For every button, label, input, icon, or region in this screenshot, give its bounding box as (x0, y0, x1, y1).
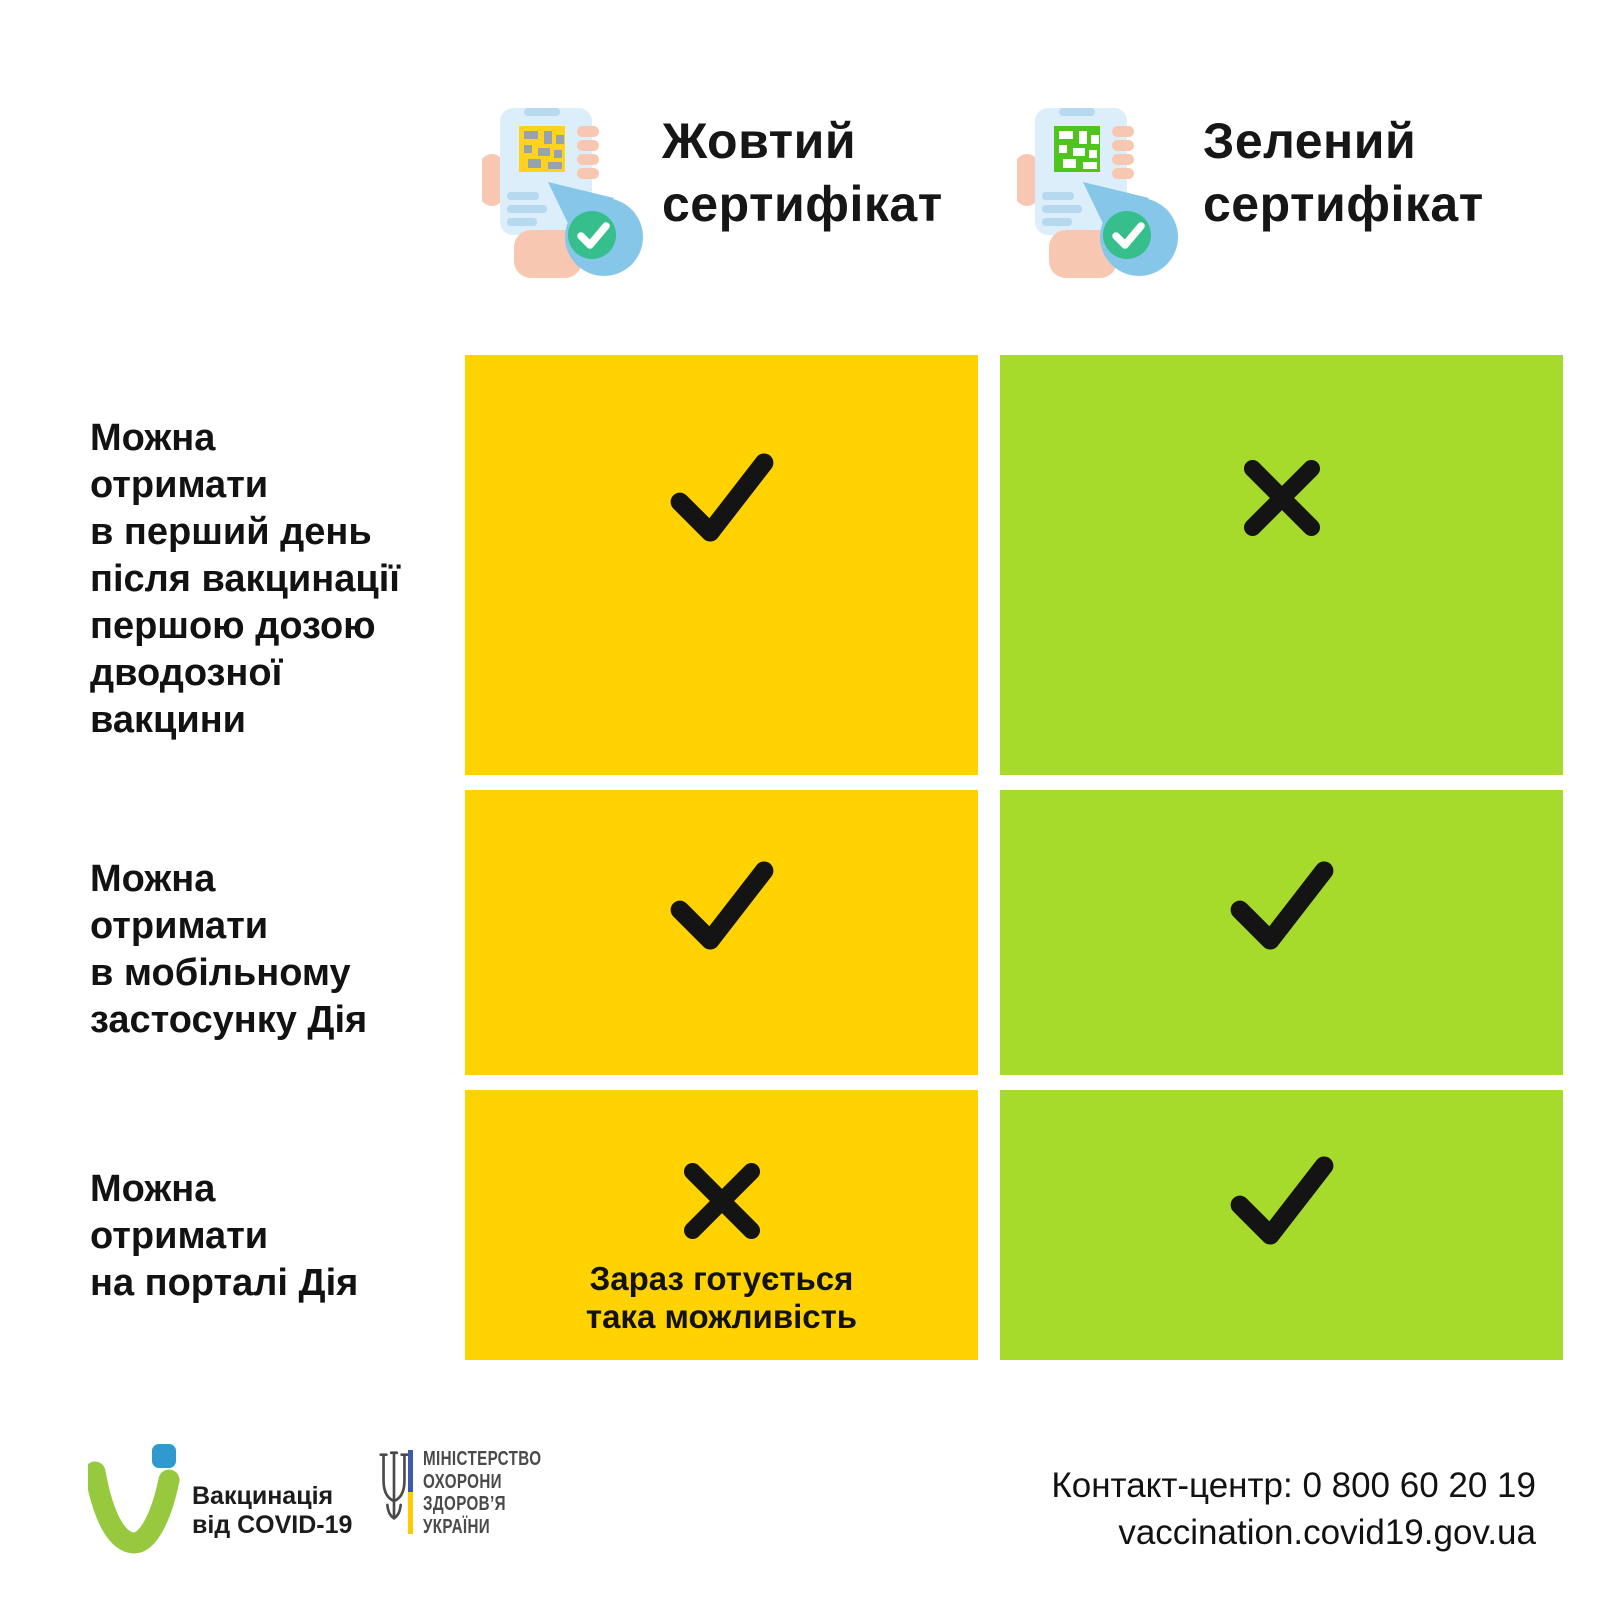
cross-icon (1243, 459, 1320, 536)
result-mark (668, 858, 776, 953)
green-cell (1000, 355, 1563, 775)
yellow-certificate-icon (482, 88, 662, 278)
cross-icon (683, 1162, 760, 1239)
flag-bar-blue (408, 1450, 413, 1492)
contact-block: Контакт-центр: 0 800 60 20 19 vaccinatio… (1051, 1462, 1536, 1556)
ministry-name: МІНІСТЕРСТВО ОХОРОНИ ЗДОРОВ’Я УКРАЇНИ (423, 1447, 542, 1538)
yellow-cell: Зараз готується така можливість (465, 1090, 978, 1360)
website-url: vaccination.covid19.gov.ua (1118, 1513, 1536, 1552)
green-cell (1000, 790, 1563, 1075)
vaccination-logo-icon (88, 1444, 180, 1554)
result-mark (668, 450, 776, 545)
green-certificate-icon (1017, 88, 1197, 278)
result-mark (1228, 858, 1336, 953)
ministry-flag-bar (408, 1450, 413, 1534)
yellow-cell (465, 790, 978, 1075)
row-label: Можна отримати на порталі Дія (90, 1168, 359, 1304)
result-mark (1228, 1153, 1336, 1248)
green-certificate-title: Зелений сертифікат (1203, 113, 1484, 232)
result-mark (679, 1153, 765, 1248)
check-icon (670, 453, 773, 542)
contact-phone: Контакт-центр: 0 800 60 20 19 (1051, 1466, 1536, 1505)
row-label: Можна отримати в перший день після вакци… (90, 417, 400, 741)
green-cell (1000, 1090, 1563, 1360)
check-icon (670, 861, 773, 950)
check-icon (1230, 1156, 1333, 1245)
flag-bar-yellow (408, 1492, 413, 1534)
check-icon (1230, 861, 1333, 950)
row-label: Можна отримати в мобільному застосунку Д… (90, 858, 368, 1041)
yellow-certificate-title: Жовтий сертифікат (662, 113, 943, 232)
yellow-cell (465, 355, 978, 775)
availability-note: Зараз готується така можливість (585, 1260, 858, 1335)
result-mark (1239, 450, 1325, 545)
vaccination-logo-text: Вакцинація від COVID-19 (192, 1482, 353, 1539)
trident-icon (379, 1451, 409, 1520)
